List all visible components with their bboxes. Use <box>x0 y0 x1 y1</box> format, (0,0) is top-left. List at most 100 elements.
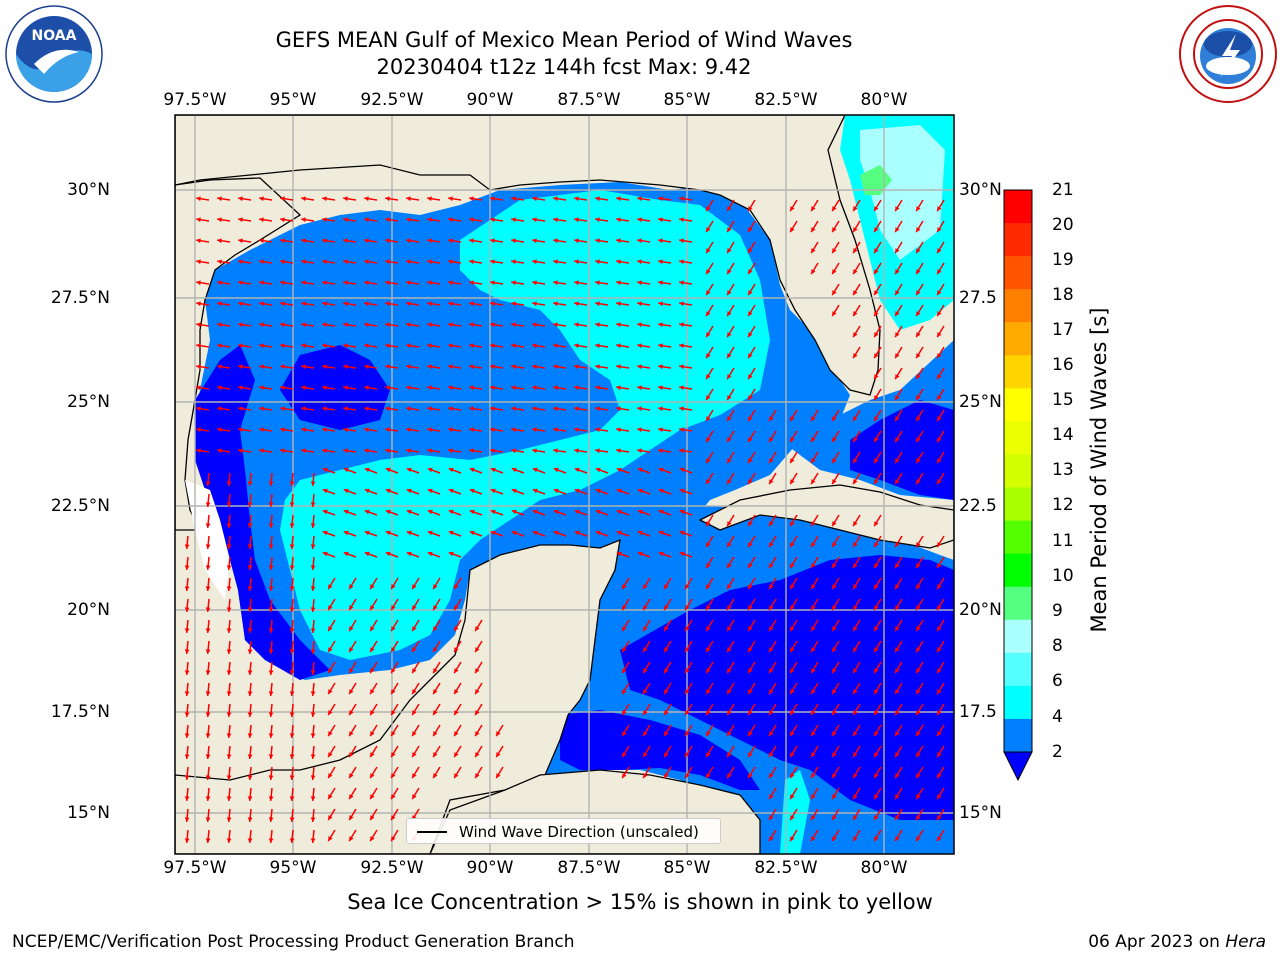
colorbar-extend-triangle <box>1003 751 1033 782</box>
wind-arrow-head <box>454 584 459 590</box>
wind-arrow-head <box>769 521 774 527</box>
wind-arrow-head <box>322 301 327 307</box>
wind-arrow-head <box>811 773 816 779</box>
lon-tick-bottom: 85°W <box>663 858 711 878</box>
wind-arrow-head <box>205 607 211 612</box>
wind-arrow-head <box>679 280 684 286</box>
wind-arrow-head <box>469 509 475 515</box>
wind-arrow-head <box>469 530 475 536</box>
wind-arrow-head <box>226 796 232 801</box>
wind-arrow-head <box>364 406 369 412</box>
wind-arrow-head <box>748 332 753 338</box>
wind-arrow-head <box>268 607 274 612</box>
wind-arrow-head <box>790 836 795 842</box>
wind-arrow-head <box>832 794 837 800</box>
wind-arrow-head <box>616 301 621 307</box>
wind-arrow-head <box>469 427 474 433</box>
wind-arrow-head <box>622 710 627 716</box>
colorbar-bin <box>1004 718 1032 753</box>
wind-arrow-head <box>268 565 274 570</box>
wind-arrow-head <box>706 521 711 527</box>
wind-arrow-head <box>553 364 558 370</box>
colorbar-bin <box>1004 421 1032 455</box>
wind-arrow-head <box>553 196 558 202</box>
wind-arrow-head <box>595 217 600 223</box>
wind-arrow-head <box>280 322 285 328</box>
wind-arrow-head <box>658 364 663 370</box>
wind-arrow-head <box>310 586 316 591</box>
wind-arrow-head <box>511 385 516 391</box>
wind-arrow-head <box>385 467 391 473</box>
wind-arrow-head <box>427 301 432 307</box>
wind-arrow-head <box>301 217 306 223</box>
wind-arrow-head <box>769 563 774 569</box>
wind-arrow-head <box>937 626 942 632</box>
wind-arrow-head <box>874 416 879 422</box>
wind-arrow-head <box>427 217 432 223</box>
wind-arrow-head <box>205 481 211 486</box>
wind-arrow-head <box>916 395 921 401</box>
wind-arrow-head <box>469 259 474 265</box>
wind-arrow-head <box>217 259 222 265</box>
wind-arrow-head <box>364 259 369 265</box>
colorbar-bin <box>1004 685 1032 720</box>
wind-arrow-head <box>391 689 396 695</box>
wind-arrow-head <box>706 668 711 674</box>
wind-arrow-head <box>391 668 396 674</box>
wind-arrow-head <box>370 794 375 800</box>
wind-arrow-head <box>469 448 474 454</box>
wind-arrow-head <box>706 563 711 569</box>
wind-arrow-head <box>706 647 711 653</box>
wind-arrow-head <box>895 605 900 611</box>
wind-arrow-head <box>310 523 316 528</box>
wind-arrow-head <box>226 544 232 549</box>
wind-arrow-head <box>349 794 354 800</box>
wind-arrow-head <box>196 196 201 202</box>
wind-arrow-head <box>364 551 370 557</box>
wind-arrow-head <box>238 406 243 412</box>
wind-arrow-head <box>937 542 942 548</box>
wind-arrow-head <box>706 479 711 485</box>
wind-arrow-head <box>637 530 643 536</box>
wind-arrow-head <box>769 626 774 632</box>
wind-arrow-head <box>259 427 264 433</box>
wind-arrow-head <box>574 343 579 349</box>
wind-arrow-head <box>853 542 858 548</box>
wind-arrow-head <box>748 752 753 758</box>
land-mexico-white <box>185 480 230 600</box>
wind-arrow-head <box>679 301 684 307</box>
wind-arrow-head <box>937 668 942 674</box>
wind-arrow-head <box>448 322 453 328</box>
legend-label: Wind Wave Direction (unscaled) <box>459 823 699 841</box>
wind-arrow-head <box>853 836 858 842</box>
wind-arrow-head <box>217 427 222 433</box>
bahamas-dark <box>850 400 954 500</box>
wind-arrow-head <box>385 448 390 454</box>
wind-arrow-head <box>664 689 669 695</box>
wind-arrow-head <box>343 238 348 244</box>
wind-arrow-head <box>385 217 390 223</box>
wind-arrow-head <box>685 689 690 695</box>
wind-arrow-head <box>226 733 232 738</box>
wind-arrow-head <box>748 353 753 359</box>
wind-arrow-head <box>370 626 375 632</box>
wind-arrow-head <box>574 259 579 265</box>
wind-arrow-head <box>364 530 370 536</box>
wind-arrow-head <box>853 206 858 212</box>
lon-tick-top: 92.5°W <box>360 90 424 110</box>
wind-arrow-head <box>406 551 412 557</box>
wind-arrow-head <box>385 301 390 307</box>
wind-arrow-head <box>853 752 858 758</box>
lat-tick-left: 20°N <box>67 600 110 620</box>
wind-arrow-head <box>916 731 921 737</box>
wind-arrow-head <box>511 530 517 536</box>
wind-arrow-head <box>853 710 858 716</box>
wind-arrow-head <box>853 458 858 464</box>
wind-arrow-head <box>874 311 879 317</box>
wind-arrow-head <box>748 437 753 443</box>
wind-arrow-head <box>310 712 316 717</box>
wind-arrow-head <box>205 733 211 738</box>
wind-arrow-head <box>469 238 474 244</box>
wind-arrow-head <box>874 290 879 296</box>
colorbar-bin <box>1004 190 1032 224</box>
